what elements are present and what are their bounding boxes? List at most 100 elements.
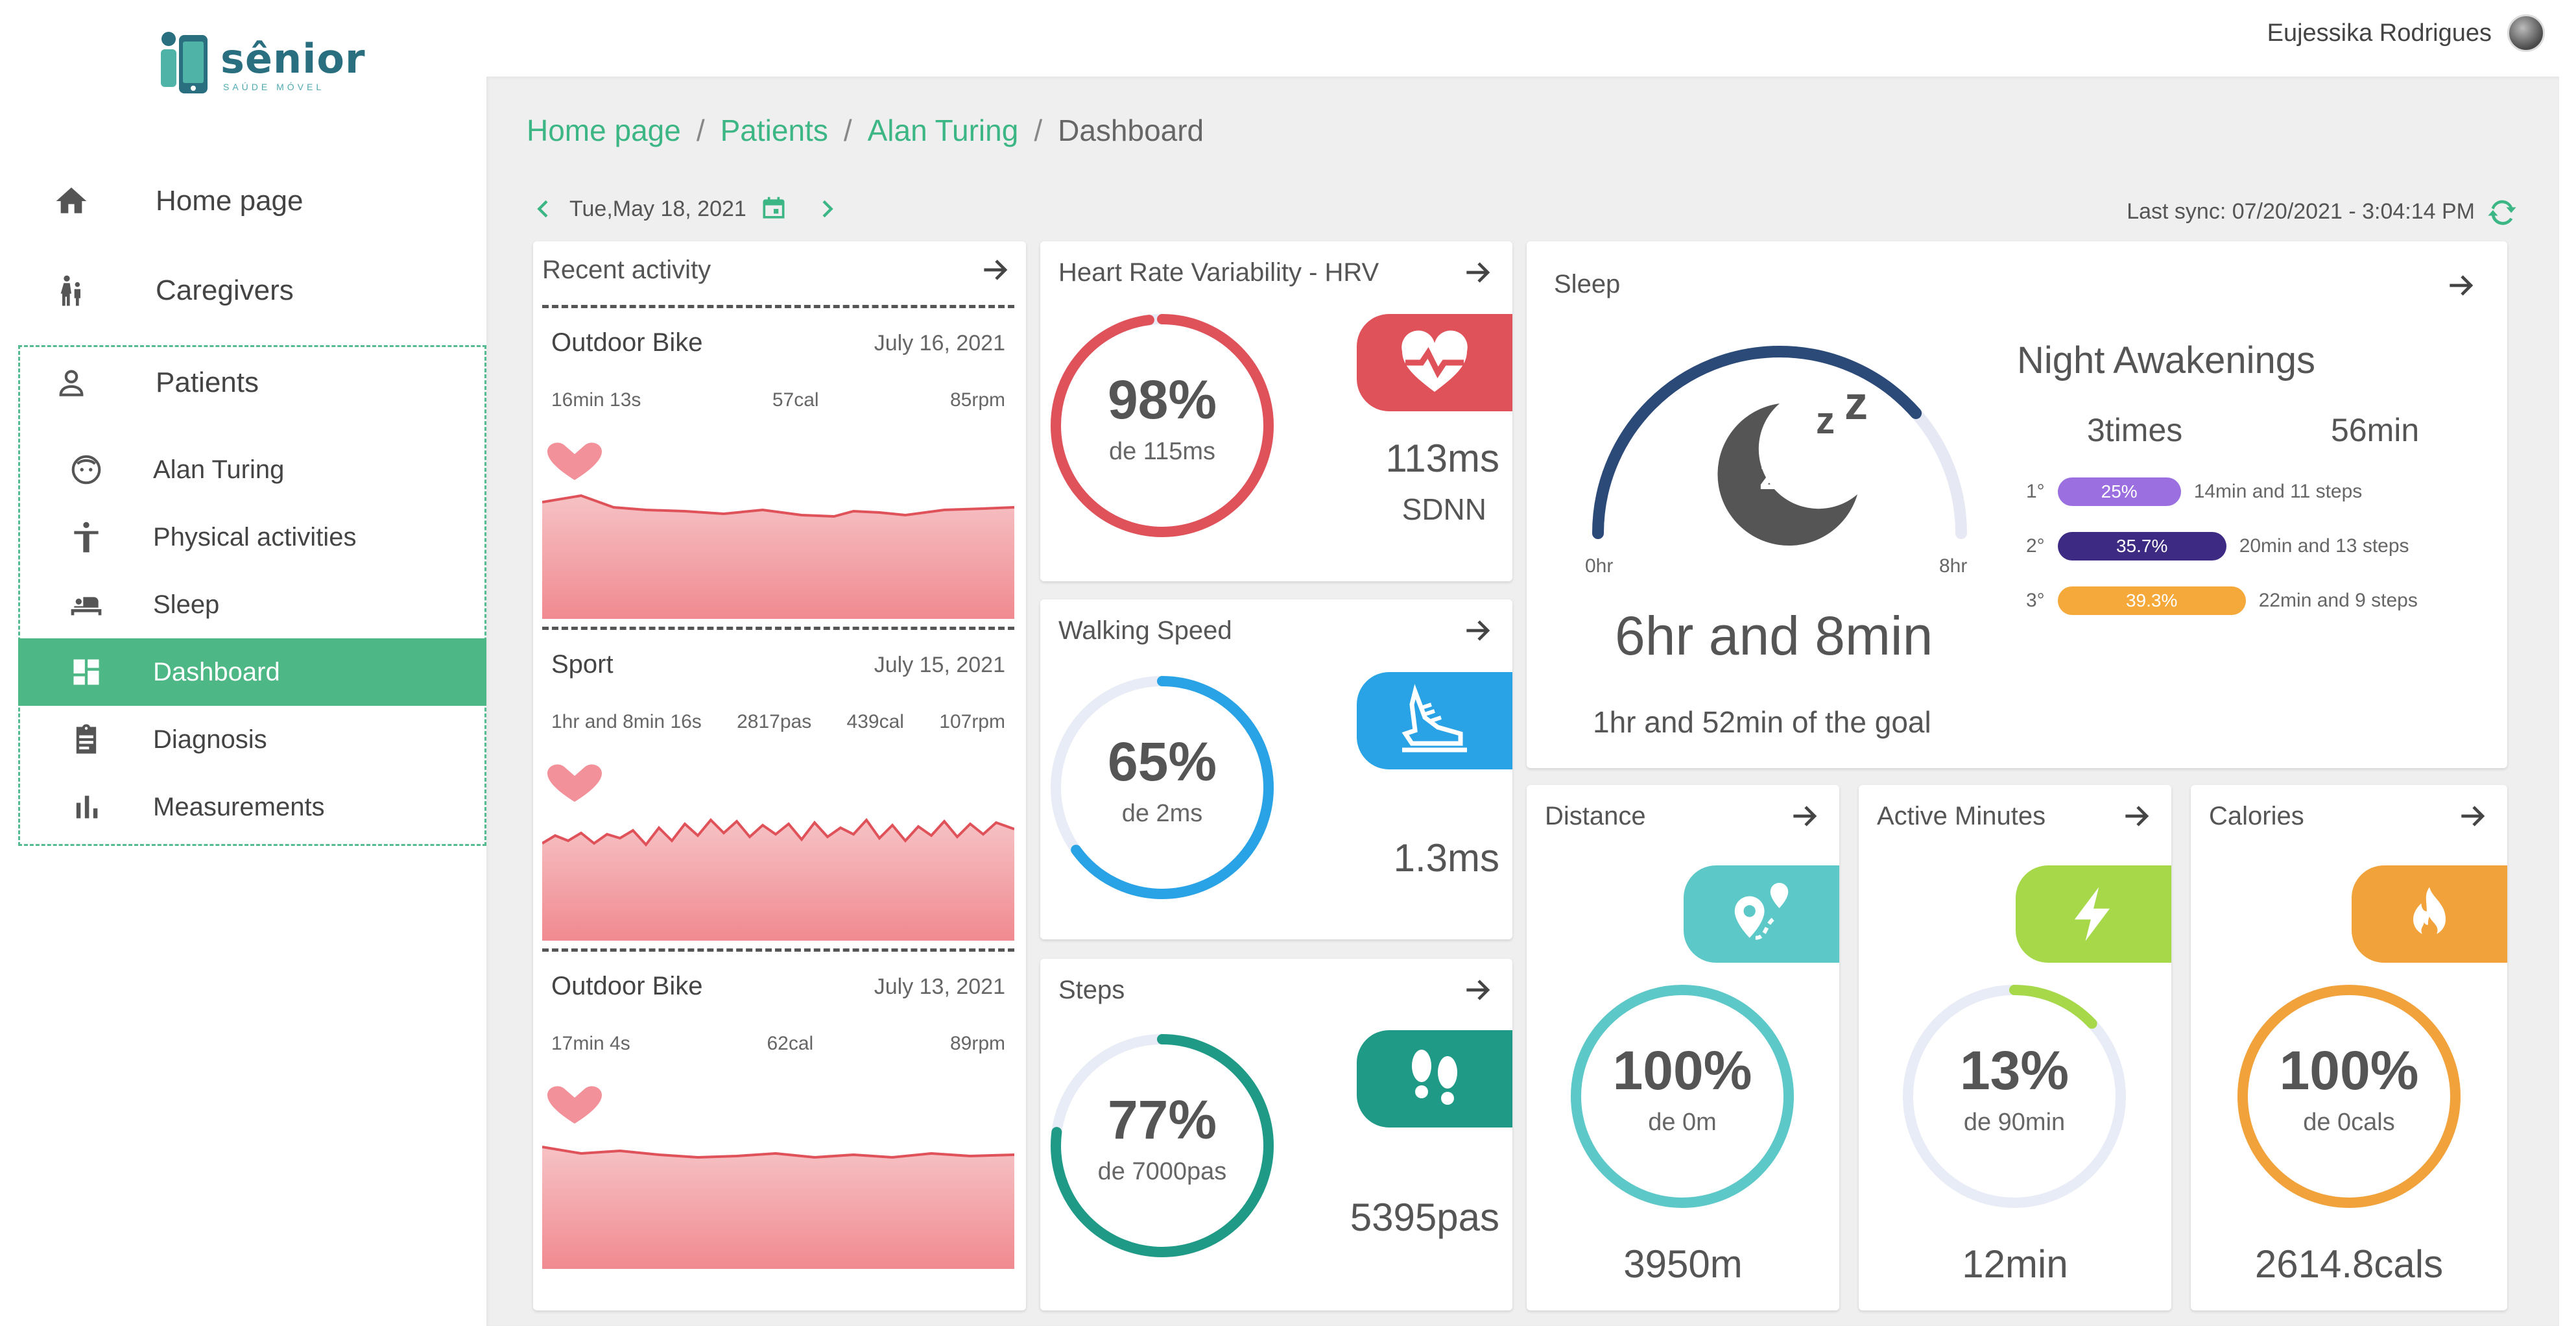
date-label[interactable]: Tue,May 18, 2021 — [569, 196, 746, 221]
card-title: Heart Rate Variability - HRV — [1058, 258, 1379, 287]
phone-person-icon — [161, 32, 208, 93]
chevron-left-icon[interactable] — [531, 196, 556, 222]
heart-icon — [547, 1086, 602, 1124]
awakening-bar: 25% — [2057, 477, 2181, 506]
lightning-icon — [2074, 887, 2110, 941]
awakening-detail: 14min and 11 steps — [2193, 481, 2363, 502]
sidebar-item-label: Diagnosis — [153, 725, 267, 754]
sleep-total: 6hr and 8min — [1615, 605, 1933, 666]
activity-calories: 439cal — [846, 711, 904, 732]
app-logo[interactable]: sênior SAÚDE MÓVEL — [156, 30, 365, 101]
svg-text:z: z — [1759, 448, 1782, 500]
walking-target: de 2ms — [1121, 800, 1203, 827]
footprints-icon — [1412, 1050, 1457, 1105]
arrow-right-icon[interactable] — [2455, 798, 2492, 834]
walking-badge — [1357, 672, 1512, 769]
heartbeat-icon — [1401, 330, 1468, 392]
user-menu[interactable]: Eujessika Rodrigues — [2267, 14, 2545, 52]
sidebar-item-diagnosis[interactable]: Diagnosis — [18, 706, 486, 773]
arrow-right-icon[interactable] — [1461, 254, 1497, 291]
divider — [542, 948, 1014, 952]
breadcrumb-separator: / — [843, 114, 852, 147]
calories-badge — [2352, 865, 2507, 963]
arrow-right-icon[interactable] — [1787, 798, 1824, 834]
arrow-right-icon[interactable] — [1461, 972, 1497, 1008]
sidebar-item-label: Measurements — [153, 792, 325, 821]
activity-duration: 16min 13s — [551, 389, 641, 411]
activity-item[interactable]: Sport July 15, 2021 1hr and 8min 16s 281… — [542, 650, 1014, 942]
hrv-percent: 98% — [1107, 369, 1217, 430]
arrow-right-icon[interactable] — [2444, 267, 2480, 304]
calories-progress-ring — [2237, 985, 2461, 1208]
main-content: Home page / Patients / Alan Turing / Das… — [486, 77, 2559, 1326]
sidebar-item-sleep[interactable]: Sleep — [18, 571, 486, 638]
breadcrumb: Home page / Patients / Alan Turing / Das… — [527, 113, 1204, 148]
sync-icon[interactable] — [2485, 195, 2519, 228]
steps-card: Steps 77% de 7000pas 5395pas — [1040, 959, 1512, 1310]
flame-icon — [2413, 887, 2446, 939]
card-title: Recent activity — [542, 256, 711, 284]
sync-status: Last sync: 07/20/2021 - 3:04:14 PM — [2127, 195, 2519, 228]
walking-progress-ring — [1051, 676, 1274, 899]
awakening-rank: 3° — [2026, 590, 2045, 611]
sidebar-item-patients[interactable]: Patients — [0, 344, 493, 422]
hrv-card: Heart Rate Variability - HRV 98% de 115m… — [1040, 241, 1512, 581]
bar-chart-icon — [76, 795, 98, 819]
night-awakenings-title: Night Awakenings — [2017, 339, 2316, 381]
walking-value: 1.3ms — [1393, 836, 1499, 880]
gauge-min-label: 0hr — [1585, 555, 1614, 577]
breadcrumb-patient[interactable]: Alan Turing — [867, 114, 1019, 147]
active-progress-ring — [1903, 985, 2126, 1208]
awakening-bar: 39.3% — [2057, 586, 2246, 615]
sleep-card: Sleep z z z 0hr 8hr 6hr and 8min 1hr and… — [1527, 241, 2507, 768]
breadcrumb-home[interactable]: Home page — [527, 114, 681, 147]
moon-icon — [1717, 404, 1857, 546]
sidebar-item-home[interactable]: Home page — [0, 162, 493, 240]
sidebar-item-dashboard[interactable]: Dashboard — [18, 638, 486, 706]
sidebar-item-label: Home page — [156, 185, 304, 217]
chevron-right-icon[interactable] — [814, 196, 840, 222]
activity-item[interactable]: Outdoor Bike July 13, 2021 17min 4s 62ca… — [542, 972, 1014, 1270]
active-minutes-card: Active Minutes 13% de 90min 12min — [1859, 785, 2171, 1310]
sidebar-item-label: Physical activities — [153, 522, 357, 551]
avatar[interactable] — [2507, 14, 2545, 52]
divider — [542, 305, 1014, 308]
activity-name: Outdoor Bike — [551, 328, 703, 357]
calories-card: Calories 100% de 0cals 2614.8cals — [2191, 785, 2507, 1310]
last-sync-label: Last sync: 07/20/2021 - 3:04:14 PM — [2127, 199, 2475, 224]
activity-calories: 62cal — [767, 1033, 814, 1054]
gauge-max-label: 8hr — [1939, 555, 1968, 577]
dashboard-icon — [73, 659, 99, 685]
distance-value: 3950m — [1623, 1242, 1743, 1286]
awakening-row: 3° 39.3% 22min and 9 steps — [2026, 586, 2418, 615]
activity-rpm: 107rpm — [939, 711, 1005, 732]
card-title: Active Minutes — [1877, 802, 2046, 830]
arrow-right-icon[interactable] — [2119, 798, 2156, 834]
distance-percent: 100% — [1612, 1040, 1752, 1101]
hrv-progress-ring — [1051, 314, 1274, 537]
activity-date: July 13, 2021 — [874, 974, 1005, 999]
sidebar-item-label: Patients — [156, 367, 259, 398]
sidebar-item-label: Dashboard — [153, 657, 280, 686]
sidebar-item-caregivers[interactable]: Caregivers — [0, 252, 493, 330]
face-icon — [71, 455, 101, 485]
card-title: Calories — [2209, 802, 2304, 830]
arrow-right-icon[interactable] — [978, 252, 1014, 288]
awakening-row: 1° 25% 14min and 11 steps — [2026, 477, 2362, 506]
activity-item[interactable]: Outdoor Bike July 16, 2021 16min 13s 57c… — [542, 328, 1014, 620]
steps-target: de 7000pas — [1097, 1158, 1227, 1185]
calories-percent: 100% — [2279, 1040, 2419, 1101]
calories-value: 2614.8cals — [2254, 1242, 2444, 1286]
sidebar-item-measurements[interactable]: Measurements — [18, 773, 486, 841]
sidebar-item-alan-turing[interactable]: Alan Turing — [18, 436, 486, 503]
sidebar-item-physical-activities[interactable]: Physical activities — [18, 503, 486, 571]
breadcrumb-patients[interactable]: Patients — [720, 114, 828, 147]
distance-target: de 0m — [1648, 1109, 1717, 1136]
distance-card: Distance 100% de 0m 3950m — [1527, 785, 1839, 1310]
awakening-row: 2° 35.7% 20min and 13 steps — [2026, 532, 2409, 561]
activity-duration: 1hr and 8min 16s — [551, 711, 702, 732]
arrow-right-icon[interactable] — [1461, 612, 1497, 649]
steps-value: 5395pas — [1350, 1196, 1499, 1239]
active-percent: 13% — [1959, 1040, 2069, 1101]
calendar-icon[interactable] — [759, 195, 788, 223]
